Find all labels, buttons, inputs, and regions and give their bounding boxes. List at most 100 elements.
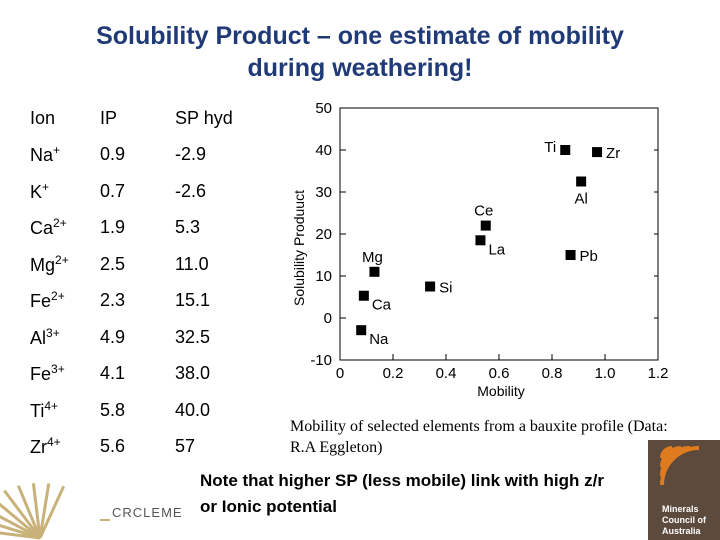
ion-symbol: Al	[30, 327, 47, 348]
ip-cell: 0.9	[100, 144, 126, 165]
sp-cell: 38.0	[175, 363, 211, 384]
data-point-label: La	[488, 241, 505, 258]
data-point-label: Ce	[474, 203, 493, 220]
ion-table: Ion IP SP hyd Na+ 0.9 -2.9 K+ 0.7 -2.6 Ca2+ 1.9…	[30, 100, 265, 465]
data-point-label: Mg	[362, 249, 383, 266]
ion-symbol: K	[30, 181, 43, 202]
ion-charge: 3+	[51, 362, 65, 377]
sp-cell: -2.9	[175, 144, 207, 165]
sp-cell: 5.3	[175, 217, 201, 238]
x-tick-label: 0.6	[489, 365, 510, 382]
logo-ray	[38, 485, 66, 539]
ip-cell: 4.1	[100, 363, 126, 384]
ion-symbol: Ti	[30, 400, 45, 421]
table-row: Fe3+ 4.1 38.0	[30, 356, 265, 393]
data-point-marker	[560, 145, 571, 155]
data-point-label: Pb	[580, 248, 598, 265]
ion-symbol: Na	[30, 145, 54, 166]
minerals-council-line-2: Council of	[662, 515, 707, 525]
table-row: Al3+ 4.9 32.5	[30, 319, 265, 356]
ip-cell: 1.9	[100, 217, 126, 238]
y-tick-label: 0	[324, 310, 332, 327]
data-point-marker	[369, 266, 380, 277]
minerals-council-logo-bg	[648, 440, 720, 540]
ip-cell: 2.3	[100, 290, 126, 311]
header-ion: Ion	[30, 107, 56, 128]
ip-cell: 4.9	[100, 326, 126, 347]
data-point-marker	[356, 325, 367, 336]
ion-cell: Ca2+	[30, 210, 100, 247]
data-point-marker	[480, 220, 491, 231]
minerals-council-line-1: Minerals	[662, 504, 699, 514]
y-tick-label: 50	[315, 100, 332, 117]
crcleme-logo-text: CRCLEME	[112, 505, 183, 520]
ion-cell: K+	[30, 173, 100, 210]
slide-title: Solubility Product – one estimate of mob…	[20, 20, 700, 84]
data-point-label: Ca	[372, 297, 392, 314]
x-tick-label: 1.0	[595, 365, 616, 382]
logo-ray	[3, 489, 42, 539]
minerals-council-logo: Minerals Council of Australia	[648, 440, 720, 540]
logo-arc	[660, 446, 700, 486]
ion-charge: 4+	[44, 398, 59, 413]
table-row: Ti4+ 5.8 40.0	[30, 392, 265, 429]
sp-cell: 57	[175, 436, 196, 457]
header-sp: SP hyd	[175, 107, 233, 128]
ion-charge: 2+	[53, 216, 67, 231]
logo-ray	[0, 502, 41, 540]
ion-charge: 4+	[47, 435, 61, 450]
table-row: Mg2+ 2.5 11.0	[30, 246, 265, 283]
x-tick-label: 0	[336, 365, 344, 382]
table-row: Fe2+ 2.3 15.1	[30, 283, 265, 320]
ion-symbol: Mg	[30, 254, 56, 275]
ion-cell: Ti4+	[30, 392, 100, 429]
title-line-1: Solubility Product – one estimate of mob…	[96, 22, 624, 50]
logo-ray	[0, 514, 41, 540]
crcleme-logo-rays	[0, 483, 110, 540]
header-ip: IP	[100, 107, 118, 128]
data-point-marker	[565, 250, 576, 260]
ion-symbol: Fe	[30, 364, 52, 385]
ion-cell: Fe3+	[30, 356, 100, 393]
data-point-marker	[425, 281, 436, 292]
ion-charge: +	[53, 143, 61, 158]
logo-arc	[660, 446, 682, 468]
table-row: K+ 0.7 -2.6	[30, 173, 265, 210]
sp-cell: 32.5	[175, 326, 211, 347]
ion-charge: 2+	[51, 289, 65, 304]
y-tick-label: -10	[310, 352, 332, 369]
ip-cell: 5.6	[100, 436, 126, 457]
ip-cell: 0.7	[100, 180, 126, 201]
sp-cell: 40.0	[175, 399, 211, 420]
y-tick-label: 30	[315, 184, 332, 201]
data-point-marker	[475, 235, 486, 246]
note-text: Note that higher SP (less mobile) link w…	[200, 471, 604, 516]
logo-ray	[38, 483, 51, 539]
data-point-marker	[592, 147, 603, 158]
x-tick-label: 0.4	[436, 365, 457, 382]
data-point-label: Ti	[544, 139, 556, 156]
x-tick-label: 0.8	[542, 365, 563, 382]
data-point-label: Si	[439, 280, 452, 297]
minerals-council-logo-arcs	[660, 446, 700, 486]
logo-ray	[0, 531, 41, 540]
ion-cell: Na+	[30, 137, 100, 174]
ion-charge: 2+	[55, 252, 69, 267]
logo-ray	[16, 485, 42, 539]
logo-ray	[0, 523, 41, 540]
ion-cell: Al3+	[30, 319, 100, 356]
ion-cell: Zr4+	[30, 429, 100, 466]
ip-cell: 5.8	[100, 399, 126, 420]
sp-cell: -2.6	[175, 180, 207, 201]
y-axis-title: Solubility Produuct	[291, 190, 307, 306]
minerals-council-line-3: Australia	[662, 526, 702, 536]
ion-charge: +	[42, 179, 50, 194]
ion-cell: Mg2+	[30, 246, 100, 283]
data-point-label: Al	[574, 191, 587, 208]
chart-caption: Mobility of selected elements from a bau…	[290, 418, 668, 456]
sp-cell: 15.1	[175, 290, 211, 311]
title-line-2: during weathering!	[247, 54, 473, 82]
logo-ray	[31, 483, 42, 539]
ion-symbol: Zr	[30, 437, 47, 458]
sp-cell: 11.0	[175, 253, 209, 274]
